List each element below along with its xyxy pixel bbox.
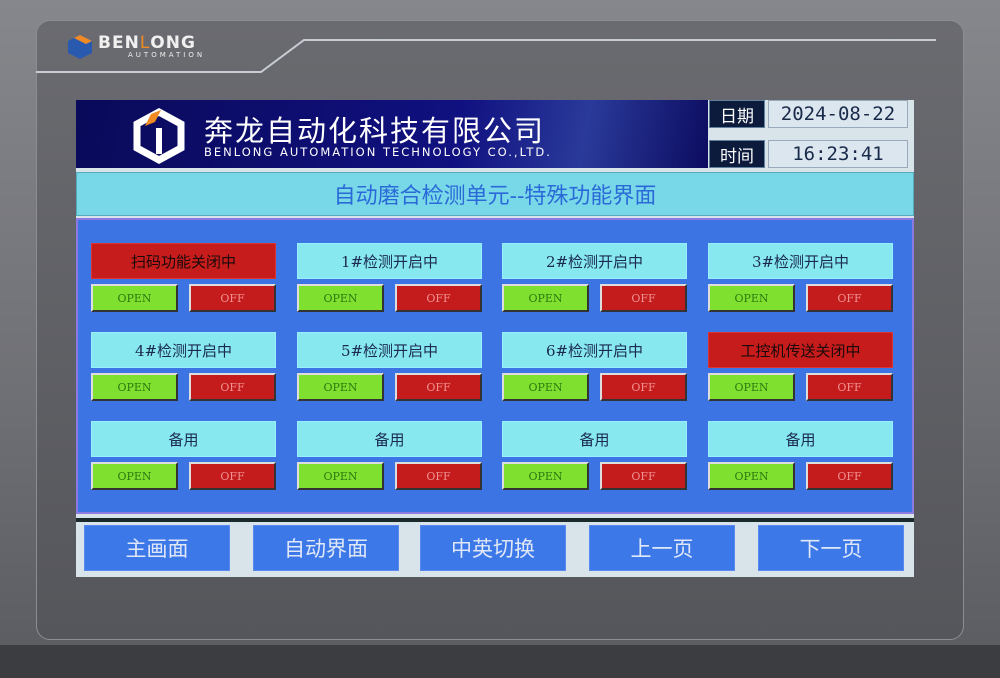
off-button[interactable]: OFF [806, 462, 893, 490]
status-label: 备用 [502, 421, 687, 457]
control-panel: 扫码功能关闭中 OPEN OFF 1#检测开启中 OPEN OFF 2#检测开启中 OPEN O… [76, 218, 914, 514]
company-name-en: BENLONG AUTOMATION TECHNOLOGY CO.,LTD. [204, 145, 552, 159]
divider [76, 518, 914, 522]
brand-logo: BENLONG AUTOMATION [66, 33, 205, 61]
off-button[interactable]: OFF [600, 284, 687, 312]
status-label: 2#检测开启中 [502, 243, 687, 279]
status-label: 备用 [91, 421, 276, 457]
open-button[interactable]: OPEN [502, 284, 589, 312]
company-header: 奔龙自动化科技有限公司 BENLONG AUTOMATION TECHNOLOG… [76, 100, 708, 168]
company-name-cn: 奔龙自动化科技有限公司 [204, 114, 546, 148]
status-label: 5#检测开启中 [297, 332, 482, 368]
status-label: 6#检测开启中 [502, 332, 687, 368]
brand-name: BENLONG [98, 33, 196, 53]
brand-sub: AUTOMATION [128, 51, 206, 59]
nav-button[interactable]: 中英切换 [420, 525, 566, 571]
open-button[interactable]: OPEN [297, 284, 384, 312]
off-button[interactable]: OFF [395, 462, 482, 490]
off-button[interactable]: OFF [189, 284, 276, 312]
time-value: 16:23:41 [768, 140, 908, 168]
off-button[interactable]: OFF [395, 373, 482, 401]
bezel-bottom [0, 645, 1000, 678]
status-label: 1#检测开启中 [297, 243, 482, 279]
open-button[interactable]: OPEN [502, 373, 589, 401]
off-button[interactable]: OFF [395, 284, 482, 312]
open-button[interactable]: OPEN [708, 284, 795, 312]
page-title: 自动磨合检测单元--特殊功能界面 [76, 172, 914, 216]
open-button[interactable]: OPEN [91, 373, 178, 401]
nav-button[interactable]: 上一页 [589, 525, 735, 571]
time-label: 时间 [709, 140, 765, 168]
off-button[interactable]: OFF [600, 462, 687, 490]
nav-button[interactable]: 自动界面 [253, 525, 399, 571]
off-button[interactable]: OFF [806, 284, 893, 312]
status-label: 工控机传送关闭中 [708, 332, 893, 368]
off-button[interactable]: OFF [189, 373, 276, 401]
open-button[interactable]: OPEN [708, 462, 795, 490]
date-value: 2024-08-22 [768, 100, 908, 128]
hmi-screen: 奔龙自动化科技有限公司 BENLONG AUTOMATION TECHNOLOG… [76, 100, 914, 577]
bezel-accent-line [36, 39, 936, 73]
open-button[interactable]: OPEN [91, 284, 178, 312]
status-label: 3#检测开启中 [708, 243, 893, 279]
open-button[interactable]: OPEN [297, 462, 384, 490]
benlong-logo-icon [68, 35, 92, 59]
open-button[interactable]: OPEN [91, 462, 178, 490]
open-button[interactable]: OPEN [297, 373, 384, 401]
company-logo-icon [133, 108, 185, 164]
status-label: 4#检测开启中 [91, 332, 276, 368]
open-button[interactable]: OPEN [502, 462, 589, 490]
date-label: 日期 [709, 100, 765, 128]
nav-button[interactable]: 下一页 [758, 525, 904, 571]
status-label: 备用 [708, 421, 893, 457]
off-button[interactable]: OFF [189, 462, 276, 490]
nav-button[interactable]: 主画面 [84, 525, 230, 571]
status-label: 扫码功能关闭中 [91, 243, 276, 279]
off-button[interactable]: OFF [806, 373, 893, 401]
open-button[interactable]: OPEN [708, 373, 795, 401]
off-button[interactable]: OFF [600, 373, 687, 401]
status-label: 备用 [297, 421, 482, 457]
